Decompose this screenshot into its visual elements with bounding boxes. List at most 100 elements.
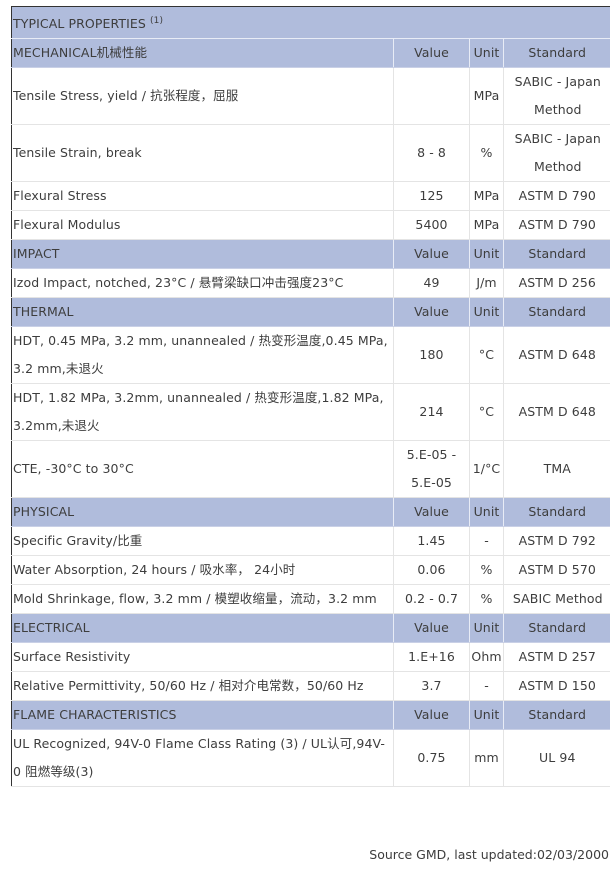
standard-cell: ASTM D 257: [502, 642, 610, 673]
standard-cell: ASTM D 570: [502, 555, 610, 586]
unit-cell: MPa: [469, 210, 504, 241]
property-cell: Izod Impact, notched, 23°C / 悬臂梁缺口冲击强度23…: [11, 268, 394, 299]
unit-cell: -: [469, 526, 504, 557]
table-title-row: TYPICAL PROPERTIES (1): [11, 6, 610, 40]
unit-cell: %: [469, 555, 504, 586]
table-row: Water Absorption, 24 hours / 吸水率， 24小时 0.…: [11, 555, 610, 586]
standard-cell: SABIC - Japan Method: [502, 124, 610, 183]
section-header-row: FLAME CHARACTERISTICS Value Unit Standard: [11, 700, 610, 731]
value-column-header: Value: [393, 239, 470, 270]
value-cell: 1.E+16: [393, 642, 470, 673]
value-cell: 3.7: [393, 671, 470, 702]
unit-column-header: Unit: [469, 297, 504, 328]
value-cell: 49: [393, 268, 470, 299]
value-cell: 8 - 8: [393, 124, 470, 183]
standard-cell: UL 94: [502, 729, 610, 788]
unit-cell: J/m: [469, 268, 504, 299]
title-text: TYPICAL PROPERTIES: [13, 16, 146, 32]
value-cell: [393, 67, 470, 126]
section-header-row: MECHANICAL机械性能 Value Unit Standard: [11, 38, 610, 69]
property-cell: UL Recognized, 94V-0 Flame Class Rating …: [11, 729, 394, 788]
value-cell: 0.75: [393, 729, 470, 788]
unit-cell: mm: [469, 729, 504, 788]
unit-column-header: Unit: [469, 38, 504, 69]
property-cell: Relative Permittivity, 50/60 Hz / 相对介电常数…: [11, 671, 394, 702]
standard-cell: ASTM D 150: [502, 671, 610, 702]
value-cell: 180: [393, 326, 470, 385]
unit-cell: Ohm: [469, 642, 504, 673]
value-column-header: Value: [393, 38, 470, 69]
section-header-row: PHYSICAL Value Unit Standard: [11, 497, 610, 528]
property-cell: Flexural Modulus: [11, 210, 394, 241]
table-row: Surface Resistivity 1.E+16 Ohm ASTM D 257: [11, 642, 610, 673]
property-cell: Tensile Strain, break: [11, 124, 394, 183]
standard-cell: ASTM D 790: [502, 210, 610, 241]
property-cell: Flexural Stress: [11, 181, 394, 212]
unit-cell: %: [469, 124, 504, 183]
property-cell: Water Absorption, 24 hours / 吸水率， 24小时: [11, 555, 394, 586]
source-note: Source GMD, last updated:02/03/2000: [369, 847, 609, 862]
table-row: Flexural Modulus 5400 MPa ASTM D 790: [11, 210, 610, 241]
unit-column-header: Unit: [469, 700, 504, 731]
section-header-row: ELECTRICAL Value Unit Standard: [11, 613, 610, 644]
standard-cell: SABIC - Japan Method: [502, 67, 610, 126]
unit-cell: 1/°C: [469, 440, 504, 499]
standard-column-header: Standard: [502, 239, 610, 270]
properties-table: TYPICAL PROPERTIES (1) MECHANICAL机械性能 Val…: [11, 6, 610, 788]
section-name: PHYSICAL: [11, 497, 394, 528]
table-row: Flexural Stress 125 MPa ASTM D 790: [11, 181, 610, 212]
section-header-row: THERMAL Value Unit Standard: [11, 297, 610, 328]
table-row: HDT, 0.45 MPa, 3.2 mm, unannealed / 热变形温…: [11, 326, 610, 385]
standard-cell: SABIC Method: [502, 584, 610, 615]
table-row: Specific Gravity/比重 1.45- ASTM D 792: [11, 526, 610, 557]
unit-cell: -: [469, 671, 504, 702]
table-row: HDT, 1.82 MPa, 3.2mm, unannealed / 热变形温度…: [11, 383, 610, 442]
value-cell: 5.E-05 - 5.E-05: [393, 440, 470, 499]
unit-cell: MPa: [469, 67, 504, 126]
standard-cell: ASTM D 648: [502, 383, 610, 442]
unit-column-header: Unit: [469, 239, 504, 270]
property-cell: HDT, 0.45 MPa, 3.2 mm, unannealed / 热变形温…: [11, 326, 394, 385]
section-header-row: IMPACT Value Unit Standard: [11, 239, 610, 270]
value-cell: 125: [393, 181, 470, 212]
value-column-header: Value: [393, 700, 470, 731]
table-row: Izod Impact, notched, 23°C / 悬臂梁缺口冲击强度23…: [11, 268, 610, 299]
table-row: Mold Shrinkage, flow, 3.2 mm / 模塑收缩量，流动，…: [11, 584, 610, 615]
standard-column-header: Standard: [502, 38, 610, 69]
title-footnote: (1): [150, 16, 164, 26]
standard-column-header: Standard: [502, 497, 610, 528]
value-cell: 214: [393, 383, 470, 442]
table-row: CTE, -30°C to 30°C 5.E-05 - 5.E-05 1/°C TMA: [11, 440, 610, 499]
value-cell: 0.2 - 0.7: [393, 584, 470, 615]
standard-column-header: Standard: [502, 613, 610, 644]
property-cell: Specific Gravity/比重: [11, 526, 394, 557]
table-row: Relative Permittivity, 50/60 Hz / 相对介电常数…: [11, 671, 610, 702]
table-title: TYPICAL PROPERTIES (1): [11, 6, 610, 40]
section-name: ELECTRICAL: [11, 613, 394, 644]
standard-cell: ASTM D 792: [502, 526, 610, 557]
property-cell: Tensile Stress, yield / 抗张程度，屈服: [11, 67, 394, 126]
standard-cell: ASTM D 790: [502, 181, 610, 212]
value-column-header: Value: [393, 497, 470, 528]
unit-cell: °C: [469, 383, 504, 442]
table-row: Tensile Stress, yield / 抗张程度，屈服 MPa SABIC …: [11, 67, 610, 126]
standard-cell: ASTM D 256: [502, 268, 610, 299]
value-cell: 5400: [393, 210, 470, 241]
standard-column-header: Standard: [502, 700, 610, 731]
property-cell: HDT, 1.82 MPa, 3.2mm, unannealed / 热变形温度…: [11, 383, 394, 442]
standard-cell: ASTM D 648: [502, 326, 610, 385]
unit-column-header: Unit: [469, 613, 504, 644]
section-name: MECHANICAL机械性能: [11, 38, 394, 69]
unit-column-header: Unit: [469, 497, 504, 528]
value-column-header: Value: [393, 613, 470, 644]
value-cell: 1.45: [393, 526, 470, 557]
property-cell: Surface Resistivity: [11, 642, 394, 673]
value-column-header: Value: [393, 297, 470, 328]
property-cell: CTE, -30°C to 30°C: [11, 440, 394, 499]
properties-table-container: TYPICAL PROPERTIES (1) MECHANICAL机械性能 Val…: [11, 6, 610, 788]
section-name: IMPACT: [11, 239, 394, 270]
standard-cell: TMA: [502, 440, 610, 499]
value-cell: 0.06: [393, 555, 470, 586]
table-row: UL Recognized, 94V-0 Flame Class Rating …: [11, 729, 610, 788]
table-row: Tensile Strain, break 8 - 8% SABIC - Japan…: [11, 124, 610, 183]
